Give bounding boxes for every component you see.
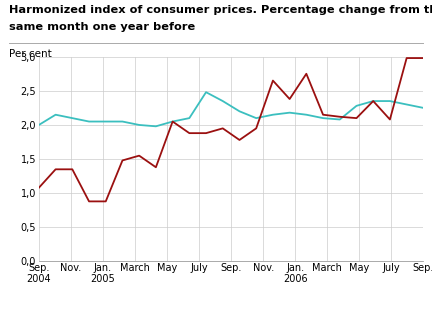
- Norway: [170, 120, 175, 123]
- EØS: [70, 116, 75, 120]
- Norway: [337, 115, 343, 119]
- Norway: [86, 199, 92, 203]
- Norway: [404, 56, 409, 60]
- Line: EØS: EØS: [39, 92, 423, 126]
- Norway: [153, 165, 159, 169]
- EØS: [404, 103, 409, 106]
- Norway: [187, 131, 192, 135]
- Norway: [103, 199, 108, 203]
- Norway: [53, 168, 58, 171]
- EØS: [120, 120, 125, 123]
- Norway: [203, 131, 209, 135]
- EØS: [36, 123, 41, 127]
- Norway: [270, 79, 276, 83]
- Norway: [254, 126, 259, 130]
- EØS: [220, 99, 226, 103]
- Norway: [120, 158, 125, 162]
- Norway: [220, 126, 226, 130]
- EØS: [337, 117, 343, 121]
- EØS: [237, 109, 242, 113]
- EØS: [137, 123, 142, 127]
- EØS: [86, 120, 92, 123]
- EØS: [321, 116, 326, 120]
- Norway: [354, 116, 359, 120]
- Norway: [304, 72, 309, 76]
- Norway: [287, 97, 292, 101]
- Norway: [137, 154, 142, 158]
- EØS: [371, 99, 376, 103]
- Norway: [421, 56, 426, 60]
- Line: Norway: Norway: [39, 58, 423, 201]
- Norway: [371, 99, 376, 103]
- EØS: [270, 113, 276, 117]
- EØS: [153, 124, 159, 128]
- Text: Harmonized index of consumer prices. Percentage change from the: Harmonized index of consumer prices. Per…: [9, 5, 432, 15]
- EØS: [254, 116, 259, 120]
- Text: same month one year before: same month one year before: [9, 22, 195, 32]
- Norway: [70, 168, 75, 171]
- Norway: [321, 113, 326, 117]
- EØS: [187, 116, 192, 120]
- EØS: [388, 99, 393, 103]
- Norway: [388, 117, 393, 121]
- Text: Per cent: Per cent: [9, 49, 51, 59]
- EØS: [421, 106, 426, 110]
- Norway: [36, 186, 41, 190]
- EØS: [304, 113, 309, 117]
- Legend: EØS, Norway: EØS, Norway: [149, 312, 313, 315]
- Norway: [237, 138, 242, 142]
- EØS: [354, 104, 359, 108]
- EØS: [170, 120, 175, 123]
- EØS: [53, 113, 58, 117]
- EØS: [103, 120, 108, 123]
- EØS: [203, 90, 209, 94]
- EØS: [287, 111, 292, 115]
